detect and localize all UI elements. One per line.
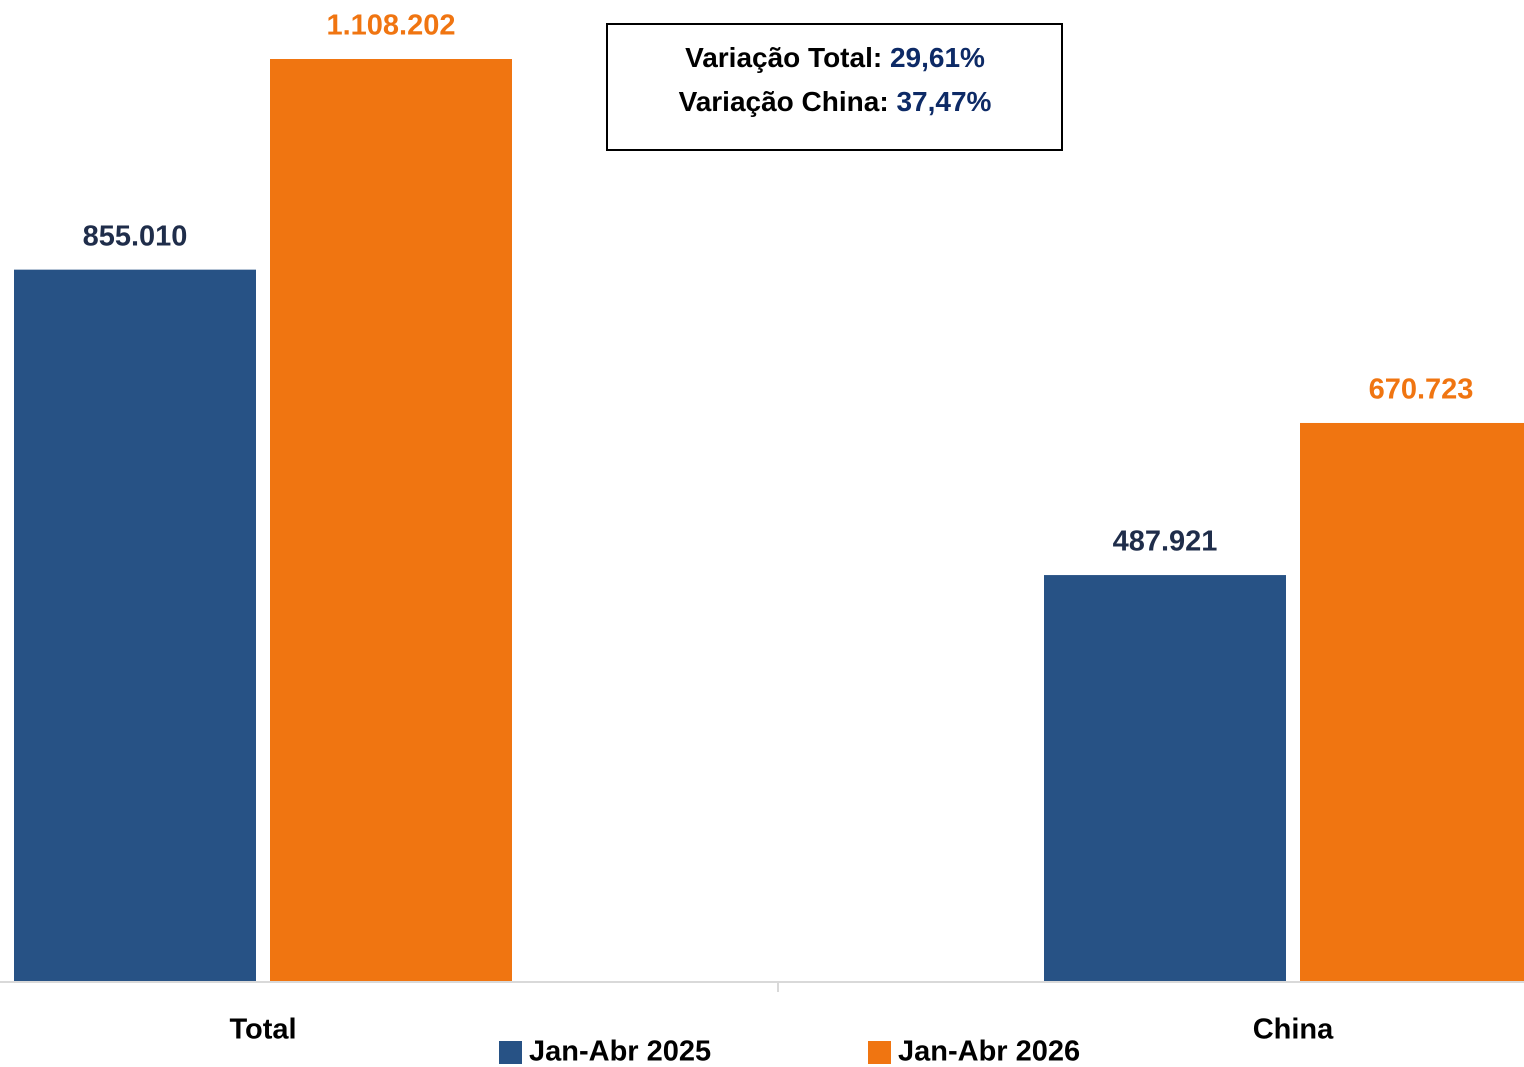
legend-swatch [868,1041,891,1064]
annotation-value: 37,47% [896,86,991,117]
annotation-text: Variação China: [679,86,889,117]
bar [270,59,512,981]
legend-label: Jan-Abr 2025 [529,1036,711,1067]
annotation-text: Variação Total: [685,42,882,73]
x-tick-label: China [1253,1014,1334,1046]
data-label: 855.010 [83,220,188,252]
data-label: 1.108.202 [326,10,455,42]
annotation: Variação China: 37,47% [679,86,992,117]
legend-label: Jan-Abr 2026 [898,1036,1080,1067]
bar [14,269,256,981]
data-label: 487.921 [1113,526,1218,558]
bar [1044,575,1286,981]
annotation-value: 29,61% [890,42,985,73]
x-tick-label: Total [229,1014,296,1046]
data-label: 670.723 [1369,374,1474,406]
annotation: Variação Total: 29,61% [685,42,985,73]
bar [1300,422,1524,981]
legend-swatch [499,1041,522,1064]
annotation-box [606,23,1063,151]
